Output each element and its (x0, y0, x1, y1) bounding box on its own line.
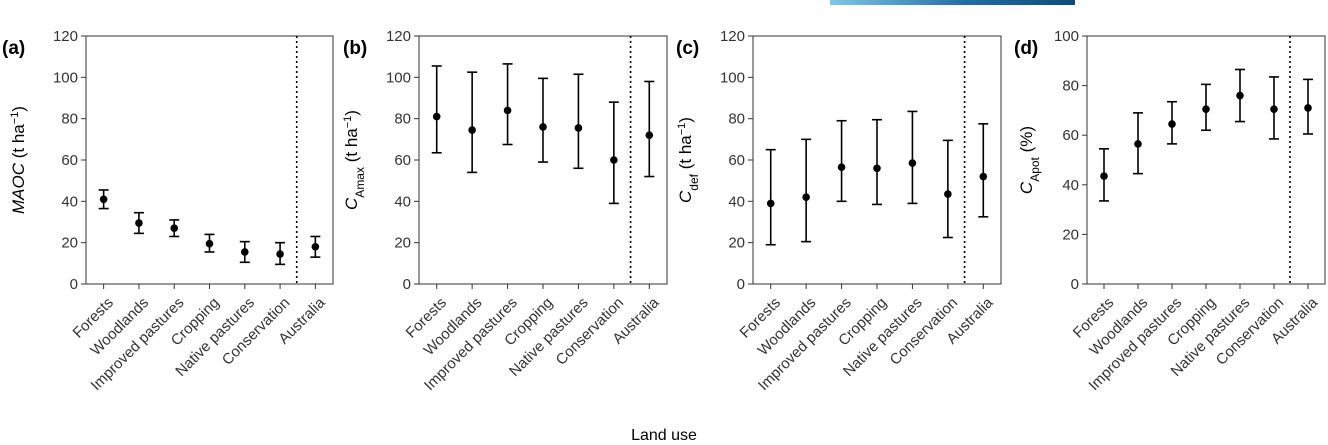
y-tick-label: 20 (394, 235, 411, 252)
panel-letter: (b) (343, 38, 367, 59)
data-point (170, 224, 179, 232)
panel-letter: (c) (676, 38, 699, 59)
y-tick-label: 60 (1062, 127, 1079, 144)
y-tick-label: 120 (720, 28, 745, 45)
y-tick-label: 100 (386, 69, 411, 86)
panel-letter: (a) (2, 38, 25, 59)
data-point (240, 248, 249, 256)
data-point (539, 123, 547, 131)
y-tick-label: 40 (61, 193, 78, 210)
data-point (503, 106, 512, 115)
y-tick-label: 40 (394, 193, 411, 210)
panel-letter: (d) (1014, 38, 1038, 59)
data-point (135, 219, 143, 227)
y-tick-label: 0 (1071, 276, 1079, 293)
data-point (802, 193, 810, 201)
x-axis-label: Land use (631, 427, 697, 444)
y-tick-label: 0 (737, 276, 745, 293)
y-tick-label: 80 (394, 111, 411, 128)
y-tick-label: 100 (53, 69, 78, 86)
y-axis-label: Cdef (t ha−1) (676, 117, 701, 203)
y-tick-label: 60 (728, 152, 745, 169)
data-point (873, 164, 881, 173)
data-point (610, 156, 618, 164)
data-point (944, 190, 952, 198)
data-point (1304, 104, 1312, 112)
y-tick-label: 20 (61, 235, 78, 252)
data-point (1168, 120, 1176, 128)
data-point (1100, 172, 1108, 180)
y-tick-label: 120 (386, 28, 411, 45)
data-point (1236, 91, 1244, 100)
data-point (1134, 140, 1142, 148)
data-point (979, 172, 988, 181)
data-point (468, 126, 476, 134)
data-point (276, 250, 284, 258)
data-point (908, 159, 917, 167)
y-tick-label: 80 (728, 111, 745, 128)
data-point (574, 124, 583, 132)
y-tick-label: 40 (728, 193, 745, 210)
y-tick-label: 20 (1062, 226, 1079, 243)
data-point (205, 239, 214, 248)
data-point (766, 199, 775, 208)
y-axis-label: CAmax (t ha−1) (342, 110, 367, 210)
y-tick-label: 20 (728, 235, 745, 252)
y-tick-label: 100 (720, 69, 745, 86)
y-tick-label: 80 (1062, 78, 1079, 95)
y-tick-label: 0 (403, 276, 411, 293)
y-tick-label: 60 (61, 152, 78, 169)
data-point (1202, 105, 1210, 113)
y-tick-label: 100 (1054, 28, 1079, 45)
data-point (311, 243, 320, 251)
y-axis-label: MAOC (t ha−1) (9, 106, 28, 214)
data-point (1270, 105, 1278, 113)
y-tick-label: 40 (1062, 177, 1079, 194)
y-tick-label: 0 (70, 276, 78, 293)
data-point (99, 195, 108, 204)
y-axis-label: CApot (%) (1017, 126, 1042, 194)
header-color-bar (830, 0, 1075, 5)
data-point (432, 112, 441, 121)
y-tick-label: 60 (394, 152, 411, 169)
y-tick-label: 120 (53, 28, 78, 45)
data-point (837, 163, 846, 172)
data-point (645, 131, 654, 139)
y-tick-label: 80 (61, 111, 78, 128)
